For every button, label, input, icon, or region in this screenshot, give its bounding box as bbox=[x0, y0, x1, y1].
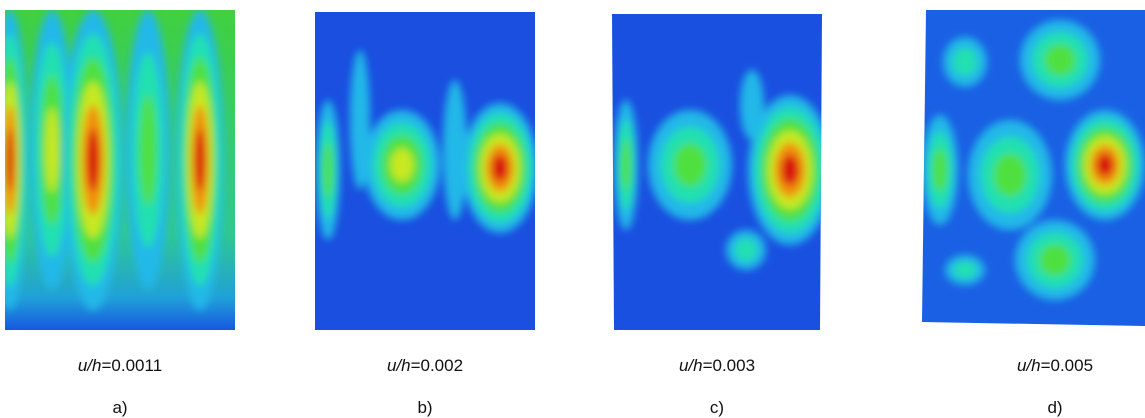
contour-region bbox=[350, 50, 370, 190]
contour-region bbox=[1039, 244, 1071, 276]
panel-label: b) bbox=[417, 398, 433, 417]
plot-a bbox=[5, 10, 235, 330]
contour-region bbox=[740, 70, 764, 140]
symbol: u/h bbox=[1016, 356, 1041, 375]
contour-region bbox=[45, 107, 59, 193]
contour-region bbox=[952, 47, 978, 77]
contour-region bbox=[86, 129, 100, 191]
contour-region bbox=[932, 148, 948, 192]
contour-region bbox=[734, 238, 758, 262]
panel-label: c) bbox=[709, 398, 725, 417]
contour-region bbox=[953, 261, 977, 279]
value: =0.003 bbox=[702, 356, 756, 375]
symbol: u/h bbox=[678, 356, 703, 375]
contour-plots bbox=[5, 10, 1145, 330]
value: =0.002 bbox=[410, 356, 464, 375]
plot-d bbox=[922, 10, 1145, 326]
value: =0.0011 bbox=[101, 356, 163, 375]
contour-region bbox=[781, 154, 799, 186]
contour-region bbox=[673, 143, 707, 187]
contour-region bbox=[492, 154, 508, 182]
contour-region bbox=[1044, 44, 1076, 76]
symbol: u/h bbox=[386, 356, 411, 375]
contour-region bbox=[621, 139, 631, 191]
panel-label: a) bbox=[112, 398, 128, 417]
contour-region bbox=[139, 94, 157, 206]
contour-region bbox=[195, 129, 205, 191]
caption: u/h=0.003 bbox=[617, 356, 817, 376]
caption: u/h=0.002 bbox=[325, 356, 525, 376]
plot-c bbox=[612, 14, 822, 330]
caption: u/h=0.005 bbox=[955, 356, 1145, 376]
symbol: u/h bbox=[77, 356, 102, 375]
contour-region bbox=[993, 153, 1027, 197]
value: =0.005 bbox=[1040, 356, 1094, 375]
plot-b bbox=[315, 12, 535, 330]
contour-region bbox=[323, 142, 333, 198]
panel-label: d) bbox=[1047, 398, 1063, 417]
contour-region bbox=[390, 148, 414, 182]
caption: u/h=0.0011 bbox=[20, 356, 220, 376]
contour-region bbox=[6, 129, 14, 191]
contour-region bbox=[1096, 153, 1114, 177]
contour-region bbox=[443, 80, 467, 220]
